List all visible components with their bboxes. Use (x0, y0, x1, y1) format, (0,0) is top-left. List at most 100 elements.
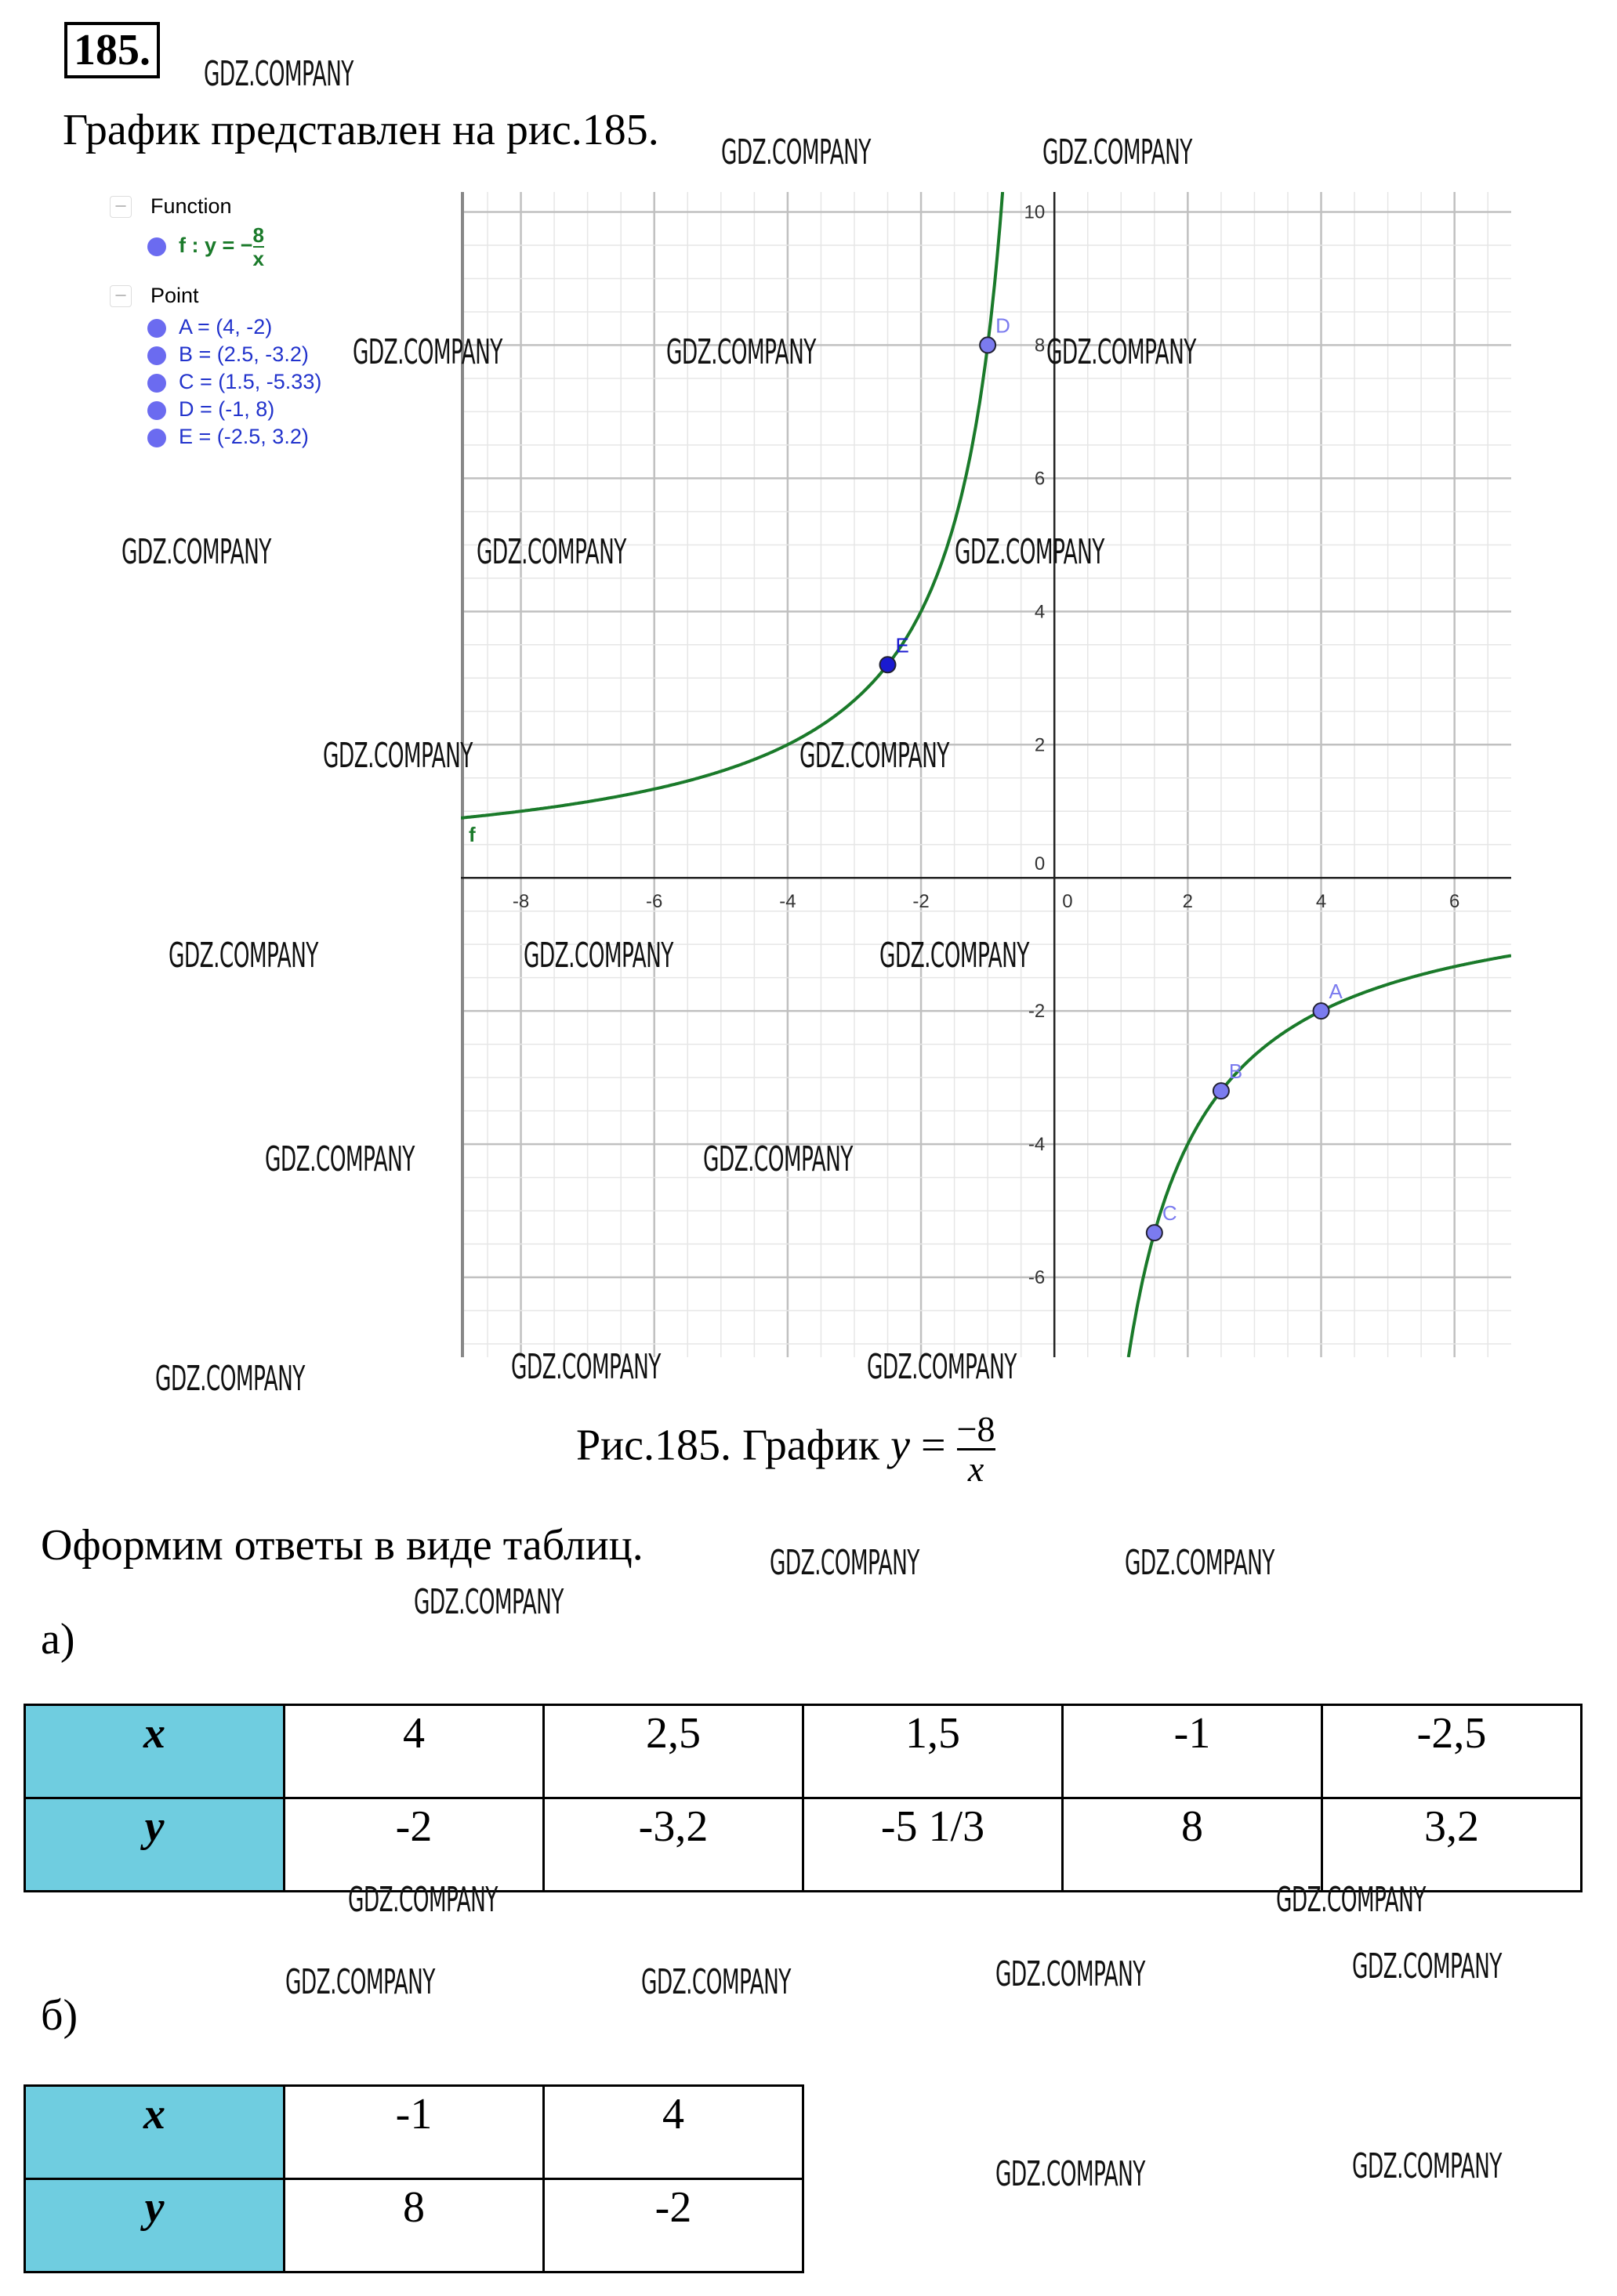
watermark: GDZ.COMPANY (666, 332, 816, 372)
point-label: A (1329, 980, 1343, 1003)
point-label: E (896, 633, 909, 657)
caption-denominator: x (967, 1449, 984, 1489)
curve-label: f (469, 823, 476, 846)
watermark: GDZ.COMPANY (1042, 132, 1192, 172)
table-cell: -5 1/3 (802, 1797, 1064, 1892)
visibility-dot-icon[interactable] (147, 318, 166, 338)
watermark: GDZ.COMPANY (285, 1962, 435, 2002)
watermark: GDZ.COMPANY (265, 1139, 415, 1179)
visibility-dot-icon[interactable] (147, 237, 166, 256)
y-tick-label: -2 (1028, 1001, 1045, 1022)
y-tick-label: 6 (1035, 468, 1045, 489)
visibility-dot-icon[interactable] (147, 428, 166, 447)
watermark: GDZ.COMPANY (121, 532, 271, 572)
watermark: GDZ.COMPANY (721, 132, 871, 172)
caption-text: Рис.185. График (576, 1421, 891, 1470)
y-header: y (24, 2178, 285, 2273)
visibility-dot-icon[interactable] (147, 373, 166, 393)
y-tick-label: -6 (1028, 1267, 1045, 1288)
table-row: y -2 -3,2 -5 1/3 8 3,2 (24, 1797, 1583, 1892)
answer-intro: Оформим ответы в виде таблиц. (41, 1521, 644, 1570)
intro-text: График представлен на рис.185. (63, 106, 659, 154)
table-row: x -1 4 (24, 2084, 804, 2180)
table-cell: -1 (1061, 1704, 1323, 1799)
y-tick-label: 4 (1035, 601, 1045, 622)
point-e-label: E = (-2.5, 3.2) (179, 425, 309, 448)
visibility-dot-icon[interactable] (147, 400, 166, 420)
point-a (1312, 1002, 1330, 1020)
collapse-icon[interactable]: − (110, 285, 132, 307)
curve-branch-left (461, 192, 1005, 820)
y-header: y (24, 1797, 285, 1892)
table-cell: -2 (542, 2178, 804, 2273)
watermark: GDZ.COMPANY (204, 54, 353, 94)
watermark: GDZ.COMPANY (770, 1543, 919, 1583)
point-label: D (995, 313, 1010, 337)
watermark: GDZ.COMPANY (955, 532, 1104, 572)
x-tick-label: 6 (1449, 891, 1459, 912)
point-c-label: C = (1.5, -5.33) (179, 370, 322, 393)
table-cell: -1 (283, 2084, 545, 2180)
x-tick-label: -4 (779, 891, 796, 912)
watermark: GDZ.COMPANY (995, 1954, 1145, 1994)
y-tick-label: 10 (1024, 201, 1046, 223)
x-tick-label: -2 (912, 891, 929, 912)
x-tick-label: -6 (646, 891, 662, 912)
x-header: x (24, 1704, 285, 1799)
watermark: GDZ.COMPANY (879, 936, 1029, 976)
watermark: GDZ.COMPANY (1125, 1543, 1274, 1583)
watermark: GDZ.COMPANY (641, 1962, 791, 2002)
watermark: GDZ.COMPANY (1352, 1947, 1502, 1986)
watermark: GDZ.COMPANY (995, 2154, 1145, 2194)
function-numerator: 8 (252, 223, 265, 248)
watermark: GDZ.COMPANY (511, 1347, 661, 1387)
table-cell: 3,2 (1321, 1797, 1583, 1892)
x-tick-label: 2 (1183, 891, 1193, 912)
table-row: y 8 -2 (24, 2178, 804, 2273)
x-tick-label: 4 (1316, 891, 1326, 912)
figure-caption: Рис.185. График y = −8 x (576, 1411, 995, 1488)
table-cell: 4 (283, 1704, 545, 1799)
table-cell: 8 (283, 2178, 545, 2273)
part-a-label: а) (41, 1615, 75, 1664)
function-denominator: x (252, 247, 265, 270)
table-cell: 1,5 (802, 1704, 1064, 1799)
table-cell: -3,2 (542, 1797, 804, 1892)
table-a: x 4 2,5 1,5 -1 -2,5 y -2 -3,2 -5 1/3 8 3,2 (24, 1704, 1583, 1892)
caption-eq: = (910, 1421, 957, 1470)
part-b-label: б) (41, 1991, 78, 2040)
point-d (979, 336, 997, 354)
function-header: Function (150, 194, 232, 218)
y-tick-label: 8 (1035, 335, 1045, 356)
watermark: GDZ.COMPANY (353, 332, 502, 372)
watermark: GDZ.COMPANY (414, 1582, 564, 1622)
function-graph: -8 -6 -4 -2 0 2 4 6 10 8 6 4 2 0 -2 -4 -6 f A B C D E (461, 192, 1511, 1357)
watermark: GDZ.COMPANY (703, 1139, 853, 1179)
table-cell: -2,5 (1321, 1704, 1583, 1799)
y-tick-label: -4 (1028, 1134, 1045, 1155)
watermark: GDZ.COMPANY (1276, 1880, 1426, 1920)
caption-numerator: −8 (956, 1409, 995, 1450)
table-cell: 2,5 (542, 1704, 804, 1799)
point-d-label: D = (-1, 8) (179, 397, 275, 421)
x-tick-label: -8 (513, 891, 529, 912)
collapse-icon[interactable]: − (110, 196, 132, 218)
watermark: GDZ.COMPANY (169, 936, 318, 976)
x-header: x (24, 2084, 285, 2180)
table-cell: 4 (542, 2084, 804, 2180)
point-header: Point (150, 284, 199, 307)
watermark: GDZ.COMPANY (477, 532, 626, 572)
point-c (1145, 1224, 1163, 1242)
y-tick-label: 0 (1035, 853, 1045, 875)
y-tick-label: 2 (1035, 734, 1045, 755)
visibility-dot-icon[interactable] (147, 346, 166, 365)
watermark: GDZ.COMPANY (524, 936, 673, 976)
point-e (879, 656, 897, 674)
table-b: x -1 4 y 8 -2 (24, 2084, 804, 2273)
function-label: f : y = − (179, 234, 253, 258)
caption-y: y (890, 1421, 910, 1470)
table-row: x 4 2,5 1,5 -1 -2,5 (24, 1704, 1583, 1799)
watermark: GDZ.COMPANY (1046, 332, 1196, 372)
watermark: GDZ.COMPANY (155, 1359, 305, 1399)
